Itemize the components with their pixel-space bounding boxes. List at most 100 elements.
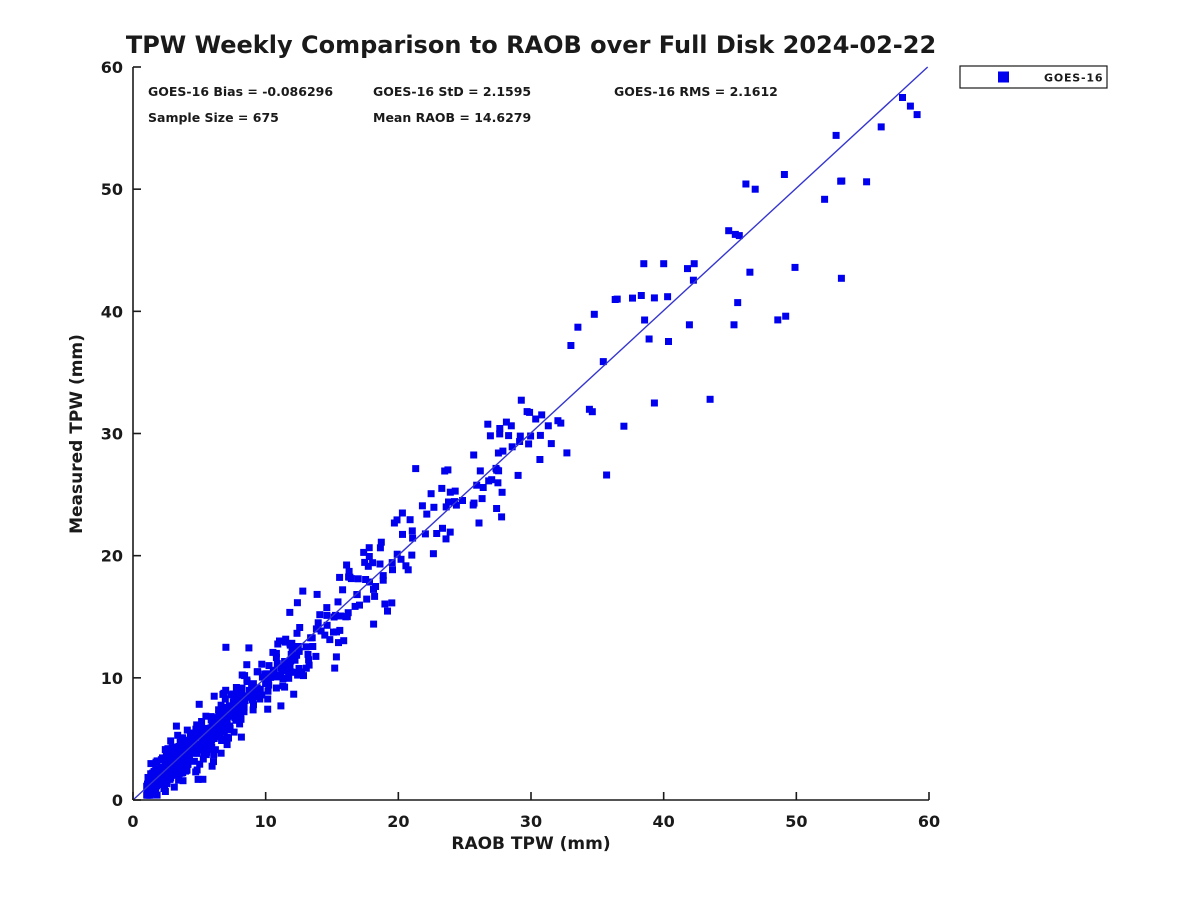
scatter-point (746, 268, 754, 276)
x-tick-label: 50 (785, 812, 807, 831)
scatter-point (372, 583, 380, 590)
scatter-point (832, 131, 840, 139)
scatter-point (316, 611, 324, 619)
scatter-point (202, 712, 210, 720)
scatter-point (384, 607, 391, 615)
scatter-point (585, 405, 593, 413)
scatter-point (243, 676, 251, 684)
scatter-point (502, 418, 510, 426)
scatter-point (199, 775, 207, 783)
stat-std: GOES-16 StD = 2.1595 (373, 84, 531, 99)
scatter-point (213, 726, 221, 734)
scatter-point (439, 524, 446, 532)
scatter-point (645, 335, 653, 343)
scatter-point (742, 180, 750, 188)
scatter-point (389, 566, 396, 574)
scatter-point (248, 683, 256, 691)
scatter-point (563, 449, 571, 457)
scatter-point (637, 292, 645, 299)
scatter-point (665, 338, 672, 345)
scatter-point (195, 700, 203, 708)
scatter-point (399, 530, 406, 538)
scatter-point (451, 487, 459, 495)
scatter-point (735, 232, 743, 240)
scatter-point (470, 499, 478, 507)
scatter-point (369, 559, 377, 567)
scatter-point (554, 417, 562, 425)
scatter-point (734, 299, 742, 307)
x-tick-label: 30 (520, 812, 542, 831)
scatter-point (433, 530, 441, 537)
y-tick-label: 50 (101, 180, 123, 199)
scatter-point (821, 195, 829, 203)
scatter-point (211, 718, 219, 726)
scatter-point (226, 722, 234, 730)
scatter-point (298, 668, 305, 676)
scatter-point (164, 745, 172, 753)
scatter-point (393, 550, 401, 558)
scatter-point (218, 725, 226, 733)
scatter-point (253, 684, 261, 692)
scatter-point (158, 764, 166, 772)
scatter-point (362, 576, 370, 583)
scatter-point (179, 734, 187, 742)
scatter-point (250, 701, 257, 709)
scatter-point (725, 227, 733, 235)
scatter-point (356, 601, 363, 609)
scatter-point (290, 690, 298, 698)
scatter-point (364, 562, 372, 570)
scatter-point (343, 561, 351, 569)
scatter-point (147, 760, 155, 768)
scatter-point (304, 650, 312, 658)
scatter-point (532, 415, 540, 423)
scatter-point (791, 263, 799, 271)
scatter-points (143, 94, 921, 799)
scatter-point (523, 408, 531, 416)
scatter-point (388, 559, 396, 567)
scatter-point (331, 664, 339, 672)
scatter-point (336, 573, 344, 581)
scatter-point (293, 629, 301, 637)
scatter-point (221, 695, 229, 703)
scatter-point (235, 702, 243, 710)
y-tick-label: 60 (101, 58, 123, 77)
scatter-point (210, 758, 217, 766)
scatter-point (239, 692, 247, 700)
scatter-point (210, 751, 218, 759)
scatter-point (288, 645, 296, 653)
scatter-point (863, 178, 871, 186)
axis-tick-labels: 0 10 20 30 40 50 60 0 10 20 30 40 50 60 (101, 58, 940, 831)
scatter-point (913, 111, 921, 119)
y-axis-label: Measured TPW (mm) (67, 334, 87, 534)
scatter-point (264, 695, 272, 703)
scatter-point (486, 432, 494, 440)
scatter-point (536, 456, 544, 463)
scatter-point (418, 502, 426, 510)
scatter-point (527, 432, 535, 440)
scatter-point (660, 260, 668, 268)
scatter-point (145, 775, 153, 783)
scatter-point (223, 733, 231, 741)
scatter-point (277, 702, 285, 710)
stat-bias: GOES-16 Bias = -0.086296 (148, 84, 333, 99)
scatter-point (237, 715, 245, 723)
scatter-point (240, 708, 248, 716)
scatter-point (175, 753, 183, 761)
scatter-point (288, 639, 296, 647)
scatter-point (229, 698, 237, 706)
scatter-point (284, 663, 292, 671)
scatter-point (282, 635, 290, 643)
scatter-point (442, 503, 450, 511)
scatter-point (423, 510, 431, 518)
y-tick-label: 30 (101, 425, 123, 444)
scatter-point (272, 649, 280, 657)
scatter-point (277, 664, 285, 672)
scatter-point (254, 668, 262, 676)
scatter-point (167, 768, 175, 776)
scatter-point (340, 637, 348, 645)
scatter-point (209, 726, 217, 734)
scatter-point (567, 342, 575, 349)
scatter-point (305, 661, 313, 669)
scatter-point (547, 440, 555, 448)
